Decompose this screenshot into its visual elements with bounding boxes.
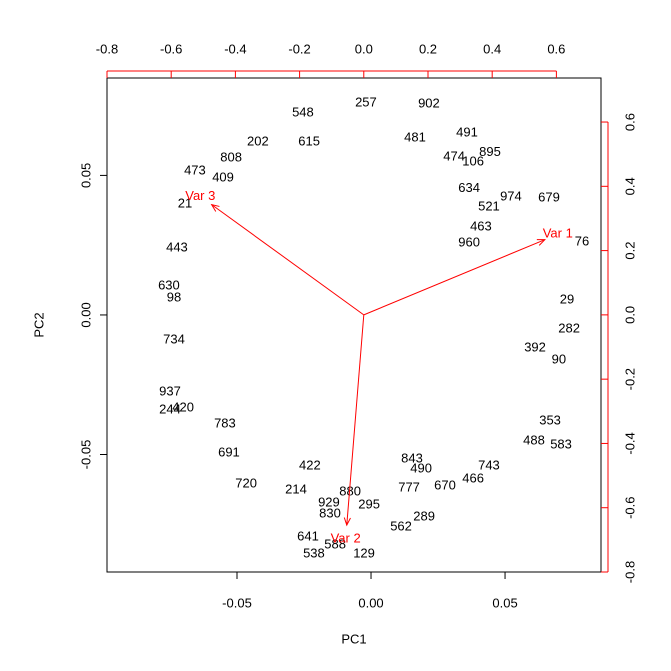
- point-label: 257: [355, 94, 377, 109]
- point-label: 481: [404, 129, 426, 144]
- point-label: 474: [443, 148, 465, 163]
- x-tick-label: 0.05: [492, 595, 517, 610]
- point-label: 443: [166, 239, 188, 254]
- x-axis-label: PC1: [341, 631, 366, 646]
- point-label: 538: [303, 546, 325, 561]
- point-label: 720: [235, 476, 257, 491]
- x2-tick-label: -0.2: [288, 41, 310, 56]
- y2-tick-label: -0.2: [622, 368, 637, 390]
- point-label: 929: [318, 495, 340, 510]
- point-label: 466: [462, 470, 484, 485]
- y2-tick-label: 0.4: [622, 177, 637, 195]
- point-label: 615: [298, 133, 320, 148]
- loading-arrow: [363, 239, 546, 316]
- point-label: 679: [538, 189, 560, 204]
- point-label: 670: [434, 477, 456, 492]
- x2-tick-label: 0.6: [547, 41, 565, 56]
- loading-label: Var 3: [185, 188, 215, 203]
- point-label: 202: [247, 133, 269, 148]
- loading-label: Var 1: [543, 226, 573, 241]
- y-tick-label: 0.05: [78, 163, 93, 188]
- arrow-head: [536, 239, 547, 246]
- point-label: 488: [523, 433, 545, 448]
- point-label: 562: [390, 519, 412, 534]
- y2-tick-label: 0.0: [622, 306, 637, 324]
- point-label: 808: [220, 149, 242, 164]
- point-label: 98: [167, 289, 181, 304]
- point-label: 830: [319, 505, 341, 520]
- point-label: 630: [158, 277, 180, 292]
- x2-tick-label: 0.4: [483, 41, 501, 56]
- point-label: 895: [479, 144, 501, 159]
- y-tick-label: 0.00: [78, 302, 93, 327]
- point-label: 289: [413, 508, 435, 523]
- point-label: 641: [297, 529, 319, 544]
- point-label: 463: [470, 218, 492, 233]
- point-label: 420: [172, 399, 194, 414]
- point-label: 734: [163, 332, 185, 347]
- x2-tick-label: -0.4: [224, 41, 246, 56]
- y2-tick-label: -0.8: [622, 561, 637, 583]
- point-label: 282: [558, 320, 580, 335]
- point-label: 106: [462, 153, 484, 168]
- point-label: 409: [212, 169, 234, 184]
- point-label: 90: [552, 351, 566, 366]
- x2-tick-label: -0.6: [160, 41, 182, 56]
- point-label: 777: [398, 479, 420, 494]
- point-label: 783: [214, 416, 236, 431]
- y2-tick-label: -0.4: [622, 432, 637, 454]
- point-label: 76: [575, 233, 589, 248]
- point-label: 490: [410, 460, 432, 475]
- point-label: 548: [292, 104, 314, 119]
- x-tick-label: -0.05: [222, 595, 252, 610]
- point-label: 937: [159, 383, 181, 398]
- point-label: 960: [458, 234, 480, 249]
- point-label: 214: [285, 481, 307, 496]
- arrow-head: [343, 517, 351, 527]
- point-label: 129: [353, 546, 375, 561]
- point-label: 588: [324, 536, 346, 551]
- y-tick-label: -0.05: [78, 440, 93, 470]
- y-axis-label: PC2: [31, 312, 46, 337]
- arrow-head: [210, 203, 220, 212]
- point-label: 29: [560, 291, 574, 306]
- y2-tick-label: 0.6: [622, 113, 637, 131]
- point-label: 974: [500, 188, 522, 203]
- point-label: 295: [358, 496, 380, 511]
- point-label: 521: [478, 198, 500, 213]
- x2-tick-label: -0.8: [96, 41, 118, 56]
- point-label: 743: [478, 457, 500, 472]
- loading-arrow: [211, 204, 365, 316]
- x2-tick-label: 0.0: [355, 41, 373, 56]
- point-label: 583: [550, 436, 572, 451]
- point-label: 902: [418, 95, 440, 110]
- point-label: 491: [456, 124, 478, 139]
- point-label: 21: [178, 195, 192, 210]
- point-label: 880: [339, 483, 361, 498]
- point-label: 843: [401, 450, 423, 465]
- point-label: 691: [218, 445, 240, 460]
- x-tick-label: 0.00: [358, 595, 383, 610]
- y2-tick-label: 0.2: [622, 242, 637, 260]
- loading-arrow: [346, 314, 365, 526]
- point-label: 473: [184, 162, 206, 177]
- point-label: 634: [458, 180, 480, 195]
- point-label: 244: [159, 402, 181, 417]
- y2-tick-label: -0.6: [622, 497, 637, 519]
- loading-label: Var 2: [331, 530, 361, 545]
- plot-frame: [106, 77, 602, 573]
- point-label: 392: [524, 339, 546, 354]
- point-label: 422: [299, 457, 321, 472]
- x2-tick-label: 0.2: [419, 41, 437, 56]
- point-label: 353: [539, 412, 561, 427]
